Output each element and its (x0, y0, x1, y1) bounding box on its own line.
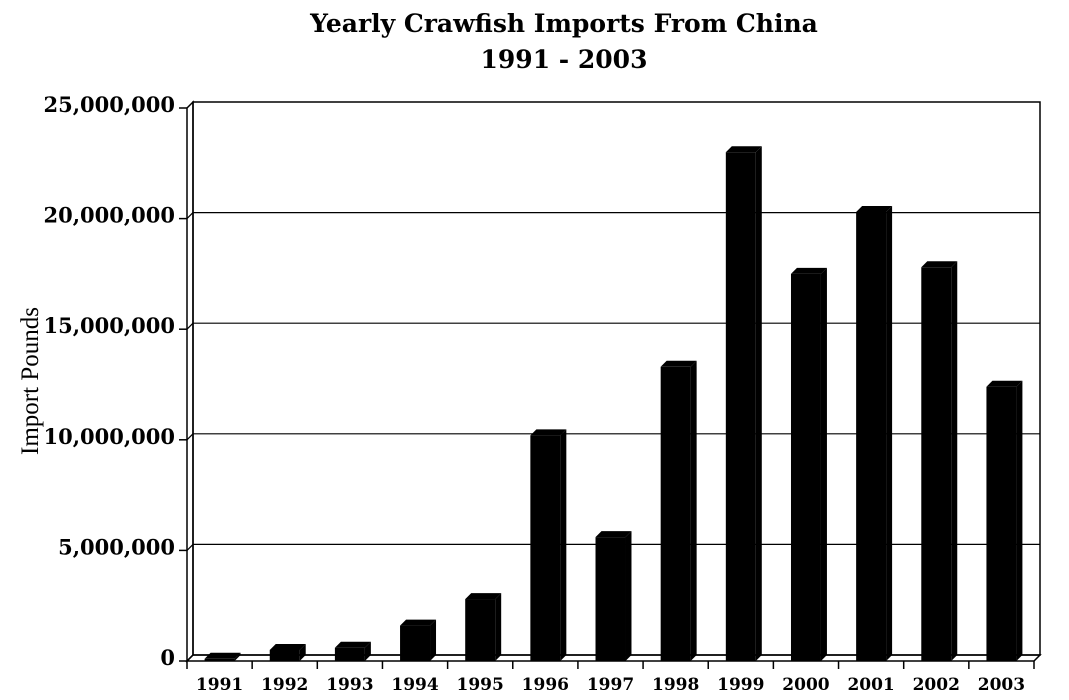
y-tick-label: 25,000,000 (43, 92, 175, 117)
bar (790, 267, 827, 661)
x-tick-label: 2003 (978, 675, 1025, 695)
bar (530, 429, 567, 661)
bar (595, 531, 632, 661)
gridline-wall (186, 433, 194, 441)
bar (921, 261, 958, 661)
x-tick-label: 1999 (717, 675, 764, 695)
bars (204, 146, 1023, 662)
y-axis-label: Import Pounds (17, 307, 44, 455)
y-tick-label: 20,000,000 (43, 203, 175, 228)
bar (465, 593, 502, 661)
y-tick-label: 10,000,000 (43, 424, 175, 449)
chart-subtitle: 1991 - 2003 (481, 45, 648, 74)
bar (856, 205, 893, 662)
gridline-wall (186, 322, 194, 330)
x-tick-label: 1993 (326, 675, 373, 695)
bar (269, 643, 306, 661)
y-tick-label: 15,000,000 (43, 313, 175, 338)
x-tick-label: 1994 (391, 675, 438, 695)
x-tick-label: 2001 (847, 675, 894, 695)
x-tick-label: 1991 (196, 675, 243, 695)
y-tick-label: 0 (160, 645, 175, 670)
x-tick-label: 2002 (913, 675, 960, 695)
x-tick-label: 1998 (652, 675, 699, 695)
x-tick-label: 2000 (782, 675, 829, 695)
bar (986, 380, 1023, 661)
bar (725, 146, 762, 662)
bar (400, 619, 437, 661)
x-tick-label: 1992 (261, 675, 308, 695)
y-tick-label: 5,000,000 (58, 534, 175, 559)
bar (334, 641, 371, 661)
bar (660, 360, 697, 661)
y-axis: 0 5,000,000 10,000,000 15,000,000 20,000,000… (43, 92, 187, 670)
x-axis: 1991 1992 1993 1994 1995 1996 1997 1998 1999 2000… (186, 661, 1035, 695)
x-tick-label: 1997 (587, 675, 634, 695)
gridline-wall (186, 543, 194, 551)
left-wall (186, 100, 194, 663)
bar (204, 652, 241, 661)
chart-title: Yearly Crawfish Imports From China (309, 9, 818, 38)
gridline-wall (186, 212, 194, 220)
x-tick-label: 1995 (457, 675, 504, 695)
x-tick-label: 1996 (522, 675, 569, 695)
gridlines (186, 212, 1040, 551)
